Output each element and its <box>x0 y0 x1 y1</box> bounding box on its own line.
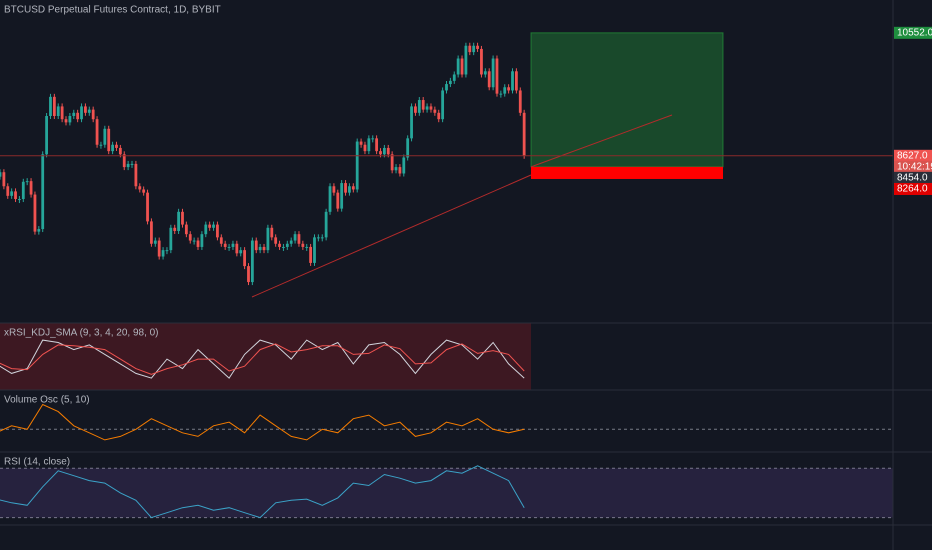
plot-layer <box>0 32 893 519</box>
target-label: 10552.0 <box>897 27 932 38</box>
indicator-line <box>0 343 525 375</box>
trend-line <box>251 174 532 298</box>
last-price-label-box <box>894 149 932 162</box>
indicator-line <box>0 465 525 519</box>
stop-label-box <box>894 182 932 195</box>
countdown-label-box <box>894 160 932 173</box>
position-line <box>530 114 673 168</box>
position-profit <box>530 32 724 168</box>
last-price-label: 8627.0 <box>897 150 928 161</box>
chart-title: BTCUSD Perpetual Futures Contract, 1D, B… <box>4 5 221 16</box>
candle <box>0 172 2 177</box>
stop-label: 8264.0 <box>897 184 928 195</box>
indicator-title: xRSI_KDJ_SMA (9, 3, 4, 20, 98, 0) <box>4 328 159 339</box>
countdown-label: 10:42:19 <box>897 161 932 172</box>
indicator-title: Volume Osc (5, 10) <box>4 395 90 406</box>
indicator-title: RSI (14, close) <box>4 457 70 468</box>
kdj-background <box>0 323 531 390</box>
position-loss <box>531 166 723 179</box>
entry-label: 8454.0 <box>897 172 928 183</box>
entry-label-box <box>894 171 932 184</box>
indicator-line <box>0 403 525 441</box>
band-fill <box>0 468 893 518</box>
target-label-box <box>894 26 932 39</box>
